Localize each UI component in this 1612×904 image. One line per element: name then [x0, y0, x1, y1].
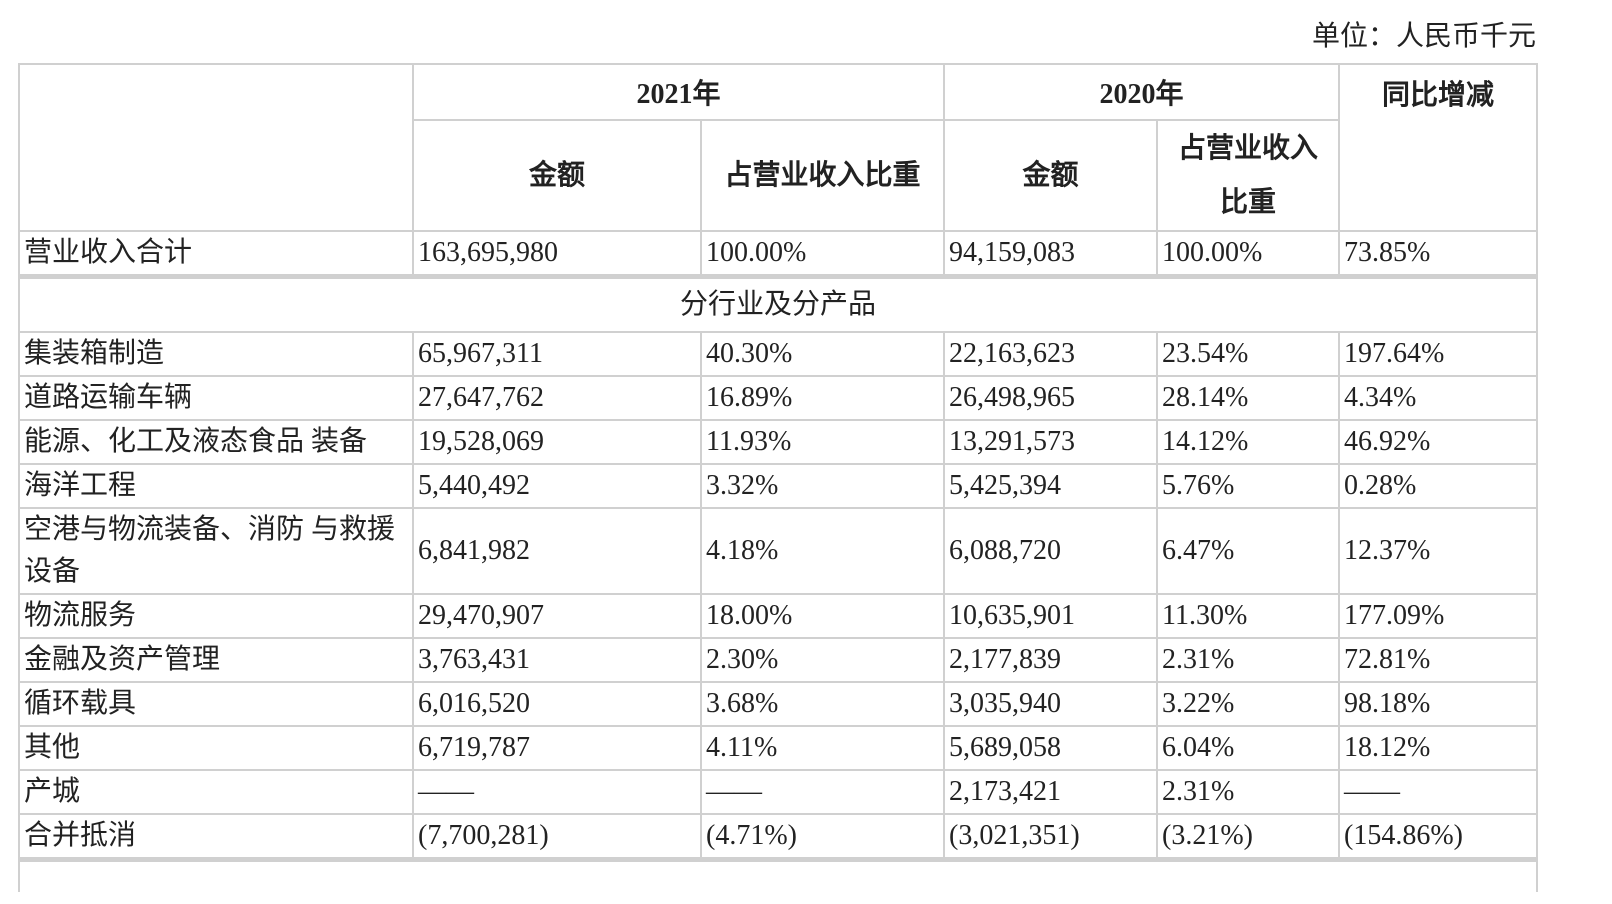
cell-a2021: 29,470,907	[412, 593, 702, 639]
row-label: 能源、化工及液态食品 装备	[18, 419, 414, 465]
cell-r2020: 6.47%	[1156, 507, 1341, 595]
amount-2020-header: 金额	[943, 119, 1159, 232]
cell-a2021: 65,967,311	[412, 331, 702, 377]
row-label: 营业收入合计	[18, 230, 414, 279]
cell-a2021: 6,719,787	[412, 725, 702, 771]
cell-r2020: 14.12%	[1156, 419, 1341, 465]
cell-a2020: 5,689,058	[943, 725, 1159, 771]
cell-r2021: 40.30%	[699, 331, 946, 377]
row-label: 海洋工程	[18, 463, 414, 509]
cell-yoy: 177.09%	[1338, 593, 1539, 639]
cell-r2020: 11.30%	[1156, 593, 1341, 639]
cell-r2020: 23.54%	[1156, 331, 1341, 377]
table-row: 金融及资产管理 3,763,431 2.30% 2,177,839 2.31% 72.81…	[18, 637, 1539, 683]
cell-a2020: 3,035,940	[943, 681, 1159, 727]
table-row: 产城 —— —— 2,173,421 2.31% ——	[18, 769, 1539, 815]
table-row: 集装箱制造 65,967,311 40.30% 22,163,623 23.54% 197…	[18, 331, 1539, 377]
amount-2021: 163,695,980	[412, 230, 702, 279]
corner-cell	[18, 63, 414, 232]
cell-r2020: 3.22%	[1156, 681, 1341, 727]
ratio-2021: 100.00%	[699, 230, 946, 279]
revenue-table: 2021年 2020年 同比增减 金额 占营业收入比重 金额 占营业收入 比重 营…	[17, 63, 1539, 892]
cell-r2021: (4.71%)	[699, 813, 946, 862]
cell-r2020: 28.14%	[1156, 375, 1341, 421]
cell-r2020: 2.31%	[1156, 769, 1341, 815]
total-row: 营业收入合计 163,695,980 100.00% 94,159,083 10…	[18, 230, 1539, 279]
year-2020-header: 2020年	[943, 63, 1341, 121]
cell-yoy: 4.34%	[1338, 375, 1539, 421]
table-row: 道路运输车辆 27,647,762 16.89% 26,498,965 28.14% 4.…	[18, 375, 1539, 421]
cell-r2021: 4.18%	[699, 507, 946, 595]
table-row: 物流服务 29,470,907 18.00% 10,635,901 11.30% 177.…	[18, 593, 1539, 639]
ratio-2021-header: 占营业收入比重	[699, 119, 946, 232]
cell-r2020: 5.76%	[1156, 463, 1341, 509]
table-row: 其他 6,719,787 4.11% 5,689,058 6.04% 18.12%	[18, 725, 1539, 771]
cell-a2020: 6,088,720	[943, 507, 1159, 595]
row-label: 其他	[18, 725, 414, 771]
cell-a2021: 6,016,520	[412, 681, 702, 727]
table-row: 能源、化工及液态食品 装备 19,528,069 11.93% 13,291,573 1…	[18, 419, 1539, 465]
cell-a2020: 5,425,394	[943, 463, 1159, 509]
ratio-2020: 100.00%	[1156, 230, 1341, 279]
cell-yoy: 12.37%	[1338, 507, 1539, 595]
row-label: 金融及资产管理	[18, 637, 414, 683]
cell-r2021: 11.93%	[699, 419, 946, 465]
cell-a2021: 27,647,762	[412, 375, 702, 421]
cell-r2020: 6.04%	[1156, 725, 1341, 771]
row-label: 集装箱制造	[18, 331, 414, 377]
cell-r2020: 2.31%	[1156, 637, 1341, 683]
cell-yoy: 72.81%	[1338, 637, 1539, 683]
table-row: 空港与物流装备、消防 与救援设备 6,841,982 4.18% 6,088,720 6…	[18, 507, 1539, 595]
year-2021-header: 2021年	[411, 63, 946, 121]
row-label: 产城	[18, 769, 414, 815]
cell-a2021: (7,700,281)	[412, 813, 702, 862]
cell-a2021: 5,440,492	[412, 463, 702, 509]
cell-a2020: 13,291,573	[943, 419, 1159, 465]
cell-yoy: (154.86%)	[1338, 813, 1539, 862]
yoy: 73.85%	[1338, 230, 1539, 279]
table-row: 循环载具 6,016,520 3.68% 3,035,940 3.22% 98.18%	[18, 681, 1539, 727]
row-label: 合并抵消	[18, 813, 414, 862]
cell-r2021: 2.30%	[699, 637, 946, 683]
row-label: 循环载具	[18, 681, 414, 727]
cell-yoy: 0.28%	[1338, 463, 1539, 509]
cell-r2021: 16.89%	[699, 375, 946, 421]
cell-r2021: 4.11%	[699, 725, 946, 771]
ratio-2020-header: 占营业收入 比重	[1156, 119, 1341, 232]
cell-r2021: 3.68%	[699, 681, 946, 727]
cell-r2021: 18.00%	[699, 593, 946, 639]
table-row: 海洋工程 5,440,492 3.32% 5,425,394 5.76% 0.28%	[18, 463, 1539, 509]
cell-r2021: ——	[699, 769, 946, 815]
cell-a2020: 26,498,965	[943, 375, 1159, 421]
cell-r2021: 3.32%	[699, 463, 946, 509]
row-label: 物流服务	[18, 593, 414, 639]
cell-a2020: (3,021,351)	[943, 813, 1159, 862]
cell-a2020: 10,635,901	[943, 593, 1159, 639]
cell-a2021: ——	[412, 769, 702, 815]
cell-yoy: 197.64%	[1338, 331, 1539, 377]
row-label: 空港与物流装备、消防 与救援设备	[18, 507, 414, 595]
unit-label: 单位：人民币千元	[1311, 21, 1536, 52]
amount-2021-header: 金额	[412, 119, 702, 232]
cell-a2020: 2,173,421	[943, 769, 1159, 815]
cell-a2021: 3,763,431	[412, 637, 702, 683]
cell-yoy: ——	[1338, 769, 1539, 815]
section-header: 分行业及分产品	[17, 275, 1539, 333]
yoy-header: 同比增减	[1338, 63, 1539, 232]
table-row: 合并抵消 (7,700,281) (4.71%) (3,021,351) (3.21%)…	[18, 813, 1539, 862]
table-footer-row	[17, 858, 1539, 892]
cell-yoy: 46.92%	[1338, 419, 1539, 465]
row-label: 道路运输车辆	[18, 375, 414, 421]
cell-yoy: 98.18%	[1338, 681, 1539, 727]
cell-yoy: 18.12%	[1338, 725, 1539, 771]
cell-a2020: 2,177,839	[943, 637, 1159, 683]
cell-a2020: 22,163,623	[943, 331, 1159, 377]
cell-a2021: 6,841,982	[412, 507, 702, 595]
cell-r2020: (3.21%)	[1156, 813, 1341, 862]
cell-a2021: 19,528,069	[412, 419, 702, 465]
amount-2020: 94,159,083	[943, 230, 1159, 279]
